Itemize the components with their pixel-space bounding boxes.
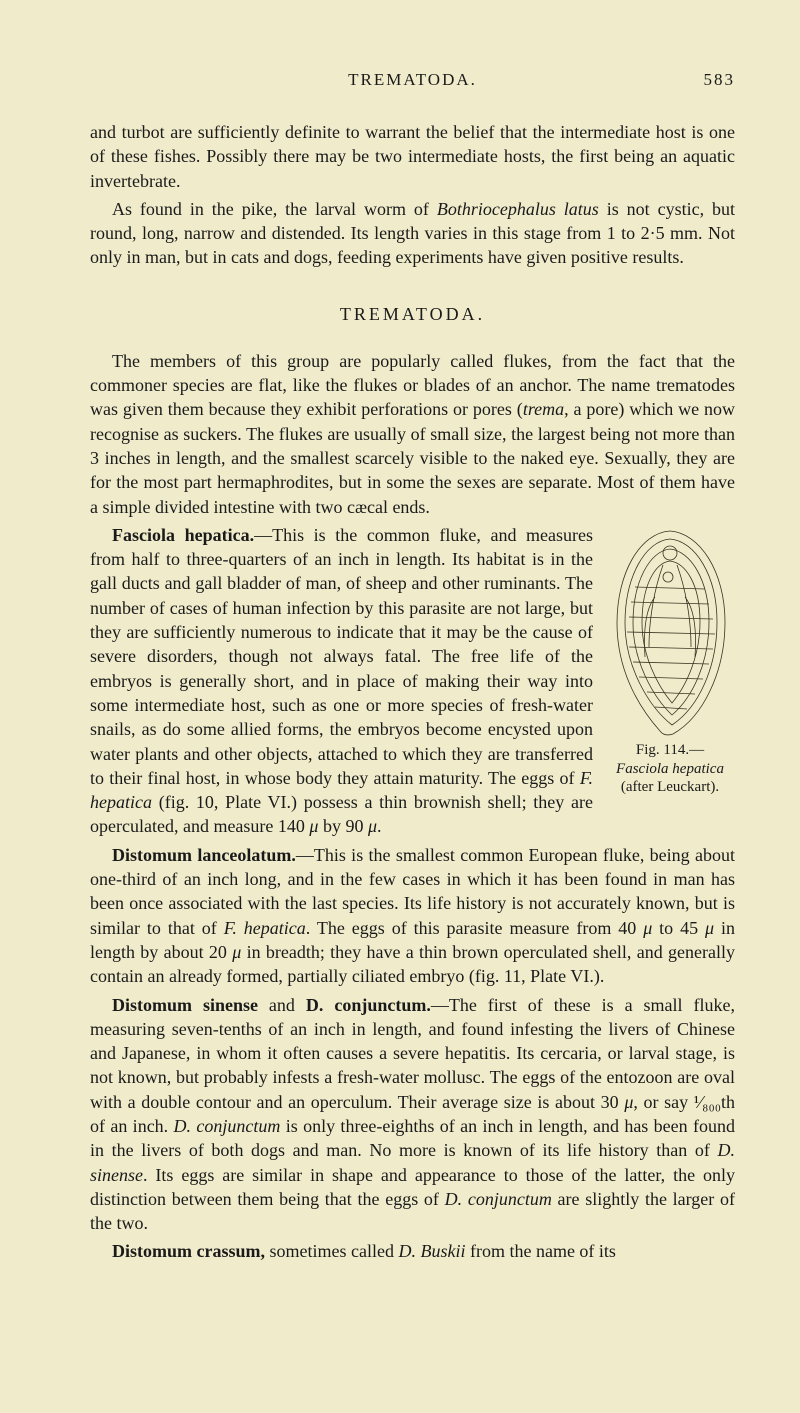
paragraph-2: As found in the pike, the larval worm of…: [90, 197, 735, 270]
fluke-illustration: [605, 527, 735, 737]
distomum-crassum-label: Distomum crassum,: [112, 1241, 265, 1261]
paragraph-5: Distomum lanceolatum.—This is the smalle…: [90, 843, 735, 989]
caption-line1: Fig. 114.—: [636, 742, 704, 758]
page-header: TREMATODA. 583: [90, 70, 735, 90]
paragraph-3: The members of this group are popularly …: [90, 349, 735, 519]
section-heading: TREMATODA.: [90, 304, 735, 325]
main-body: The members of this group are popularly …: [90, 349, 735, 1264]
d-conjunctum-label: D. conjunctum.: [306, 995, 431, 1015]
p4-d: .: [377, 816, 382, 836]
p6-species1: D. conjunctum: [174, 1116, 281, 1136]
distomum-lanceolatum-label: Distomum lanceolatum.: [112, 845, 296, 865]
paragraph-1-text: and turbot are sufficiently definite to …: [90, 122, 735, 191]
header-spacer: [90, 70, 150, 90]
p5-c: to 45: [652, 918, 705, 938]
p3-trema: trema: [523, 399, 564, 419]
p5-mu2: μ: [705, 918, 714, 938]
figure-caption: Fig. 114.— Fasciola hepatica (after Leuc…: [605, 741, 735, 797]
p4-a: —This is the common fluke, and measures …: [90, 525, 593, 788]
caption-line3: (after Leuckart).: [621, 779, 719, 795]
p4-c: by 90: [318, 816, 368, 836]
p7-b: from the name of its: [465, 1241, 615, 1261]
p4-mu2: μ: [368, 816, 377, 836]
caption-species: Fasciola hepatica: [616, 761, 724, 777]
paragraph-1: and turbot are sufficiently definite to …: [90, 120, 735, 193]
p5-b: . The eggs of this parasite measure from…: [306, 918, 643, 938]
page-container: TREMATODA. 583 and turbot are sufficient…: [0, 0, 800, 1308]
p6-a: and: [258, 995, 306, 1015]
p6-species3: D. conjunctum: [445, 1189, 552, 1209]
p5-mu3: μ: [232, 942, 241, 962]
p5-species1: F. hepatica: [224, 918, 306, 938]
page-number: 583: [675, 70, 735, 90]
p7-species1: D. Buskii: [398, 1241, 465, 1261]
p2-prefix: As found in the pike, the larval worm of: [112, 199, 437, 219]
distomum-sinense-label: Distomum sinense: [112, 995, 258, 1015]
p2-species: Bothriocephalus latus: [437, 199, 599, 219]
p5-mu1: μ: [643, 918, 652, 938]
p6-mu1: μ: [624, 1092, 633, 1112]
p7-a: sometimes called: [265, 1241, 398, 1261]
running-title: TREMATODA.: [150, 70, 675, 90]
figure-114: Fig. 114.— Fasciola hepatica (after Leuc…: [605, 527, 735, 797]
fasciola-hepatica-label: Fasciola hepatica.: [112, 525, 254, 545]
paragraph-7: Distomum crassum, sometimes called D. Bu…: [90, 1239, 735, 1263]
paragraph-6: Distomum sinense and D. conjunctum.—The …: [90, 993, 735, 1236]
